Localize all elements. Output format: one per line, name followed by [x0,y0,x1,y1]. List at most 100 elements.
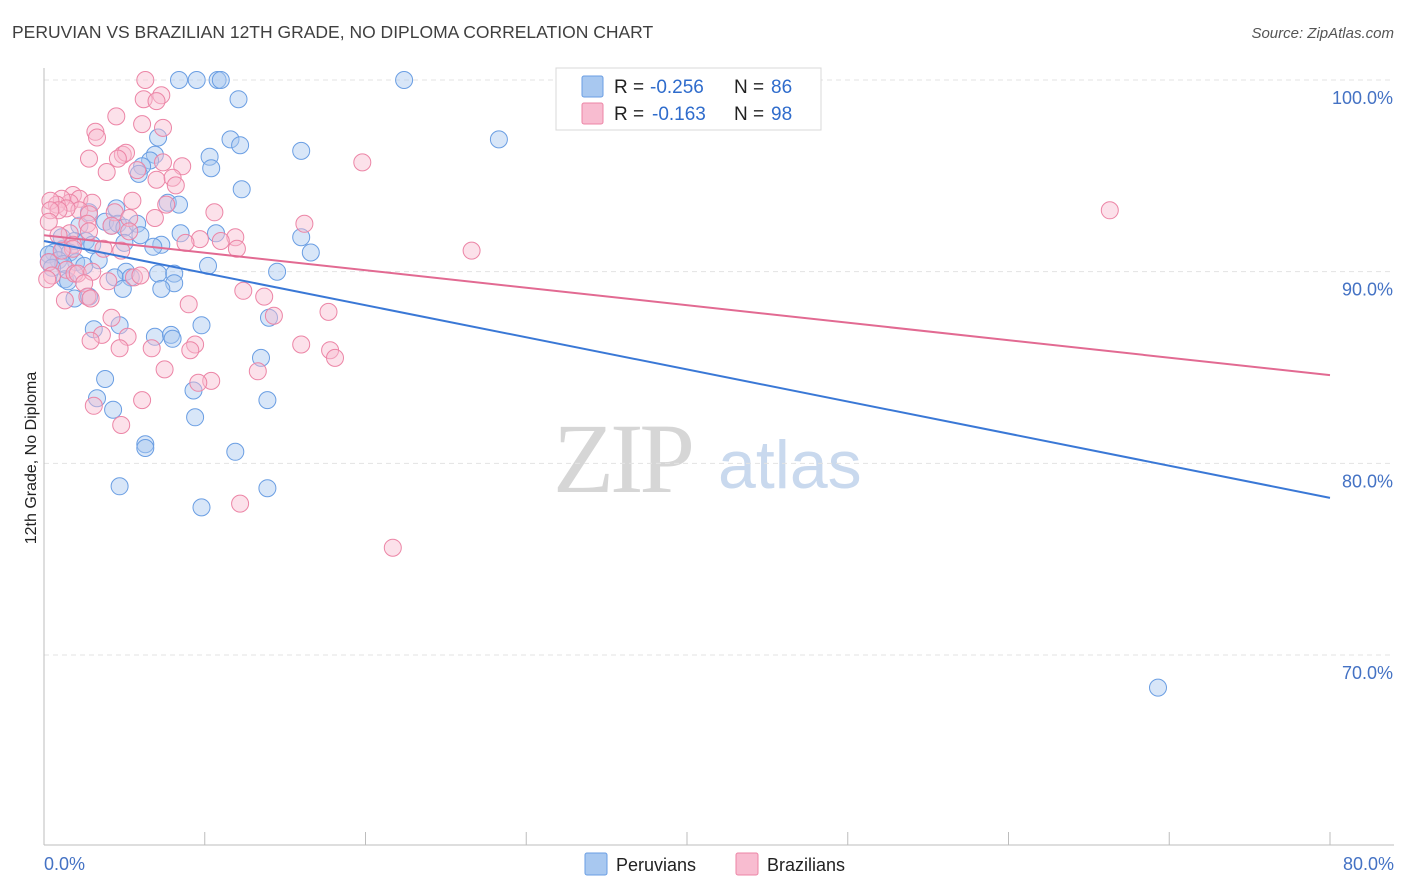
data-point-brazilians [231,494,250,513]
data-point-brazilians [326,348,344,367]
data-point-brazilians [189,373,208,392]
data-point-brazilians [110,339,129,358]
gridlines [44,79,1394,656]
data-point-brazilians [125,268,143,287]
x-ticks [204,832,1331,845]
data-point-brazilians [128,161,147,180]
chart-source: Source: ZipAtlas.com [1251,25,1394,42]
data-point-peruvians [149,264,168,283]
data-point-brazilians [181,341,200,360]
trend-lines [43,234,1331,499]
data-point-peruvians [489,130,508,149]
data-point-peruvians [192,498,211,517]
data-point-brazilians [102,308,121,327]
data-point-peruvians [113,279,132,298]
data-point-brazilians [147,92,166,111]
data-point-brazilians [179,295,198,314]
data-point-peruvians [149,128,168,147]
data-point-peruvians [226,442,245,461]
data-point-brazilians [190,230,209,249]
data-point-peruvians [186,408,205,427]
data-point-brazilians [80,222,98,241]
data-point-brazilians [205,203,224,222]
data-point-peruvians [136,439,155,457]
data-point-brazilians [152,86,171,105]
data-point-peruvians [232,180,251,199]
data-point-peruvians [258,391,277,410]
data-point-peruvians [96,370,115,388]
data-point-peruvians [292,141,311,160]
data-point-brazilians [131,266,150,285]
data-point-brazilians [136,71,155,89]
data-point-brazilians [99,272,118,291]
data-point-peruvians [211,71,230,89]
data-point-brazilians [154,118,172,137]
data-point-peruvians [171,224,190,243]
y-tick-labels: 100.0% 90.0% 80.0% 70.0% [1332,88,1393,683]
bottom-legend-swatch-peruvians [584,852,608,876]
data-point-brazilians [75,274,94,293]
y-tick-label: 100.0% [1332,88,1393,108]
data-point-brazilians [155,360,174,379]
data-point-brazilians [226,228,245,247]
data-point-brazilians [81,289,100,308]
data-point-peruvians [136,435,155,454]
series-legend: Peruvians Brazilians [584,852,845,876]
data-point-brazilians [383,538,402,557]
data-point-peruvians [301,243,320,262]
legend-swatch-brazilians [581,102,604,125]
bottom-legend-swatch-brazilians [735,852,759,876]
legend-n-value-brazilians: 98 [771,104,792,125]
bottom-legend-label-peruvians: Peruvians [616,855,696,875]
legend-swatch-peruvians [581,75,604,98]
legend-n-label-brazilians: N = [734,104,764,125]
data-point-peruvians [104,400,123,419]
data-point-peruvians [258,479,277,498]
data-point-brazilians [145,209,164,227]
y-tick-label: 90.0% [1342,280,1393,300]
legend-r-label-brazilians: R = [614,104,644,125]
data-point-brazilians [186,335,205,354]
scatter-points [38,71,1167,697]
data-point-brazilians [78,214,97,233]
data-point-brazilians [353,153,372,172]
data-point-brazilians [80,149,98,168]
data-point-peruvians [231,136,250,155]
data-point-brazilians [264,306,283,325]
data-point-brazilians [112,416,131,434]
data-point-brazilians [211,232,230,250]
data-point-brazilians [84,396,103,415]
data-point-brazilians [38,270,57,289]
data-point-peruvians [192,316,211,335]
data-point-brazilians [120,222,139,241]
data-point-brazilians [1100,201,1119,220]
legend-r-value-brazilians: -0.163 [652,104,706,125]
data-point-brazilians [248,362,267,381]
data-point-brazilians [166,176,185,195]
data-point-peruvians [170,195,188,214]
data-point-brazilians [81,331,100,350]
data-point-peruvians [200,147,219,166]
data-point-brazilians [97,163,116,181]
data-point-peruvians [395,71,414,89]
legend-r-label-peruvians: R = [614,77,644,98]
data-point-brazilians [133,115,152,134]
data-point-peruvians [152,279,171,298]
watermark: ZIP atlas [553,403,862,514]
stats-legend: R = -0.256 N = 86 R = -0.163 N = 98 [555,67,822,131]
data-point-brazilians [292,335,311,354]
data-point-brazilians [319,302,338,321]
data-point-peruvians [252,348,270,367]
data-point-brazilians [133,391,152,410]
data-point-brazilians [92,325,111,344]
data-point-brazilians [154,153,172,172]
y-tick-label: 80.0% [1342,471,1393,491]
data-point-brazilians [295,214,314,233]
x-tick-label-max: 80.0% [1343,854,1394,874]
data-point-brazilians [157,195,176,214]
data-point-peruvians [163,329,182,348]
data-point-brazilians [255,287,274,306]
data-point-peruvians [1149,678,1167,697]
data-point-brazilians [78,287,97,306]
data-point-peruvians [165,264,184,283]
